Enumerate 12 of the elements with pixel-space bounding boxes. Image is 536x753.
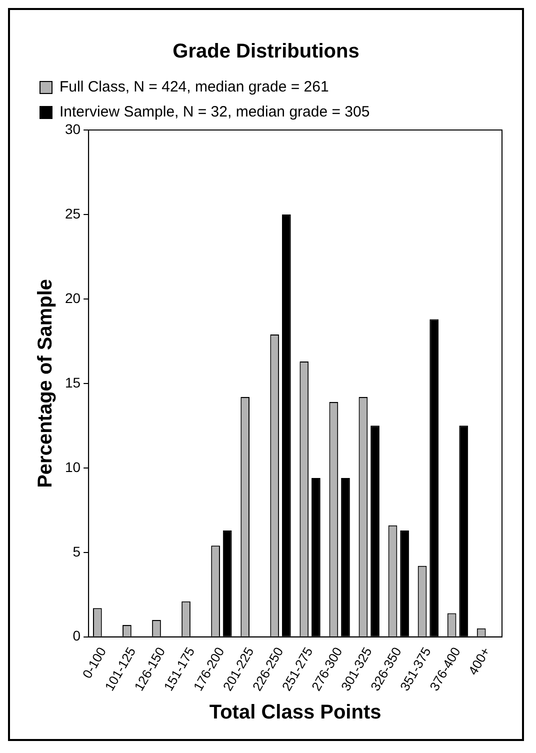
- legend-label: Full Class, N = 424, median grade = 261: [60, 78, 329, 96]
- y-tick-label: 20: [64, 290, 81, 306]
- y-tick-label: 15: [64, 374, 81, 390]
- y-tick-label: 30: [64, 120, 81, 137]
- y-tick-label: 0: [72, 628, 81, 644]
- chart-title: Grade Distributions: [172, 40, 360, 63]
- x-axis-title: Total Class Points: [209, 702, 382, 724]
- y-tick-label: 5: [72, 543, 81, 560]
- y-axis-title: Percentage of Sample: [34, 278, 57, 488]
- legend-label: Interview Sample, N = 32, median grade = 305: [60, 104, 370, 121]
- y-tick-label: 25: [64, 205, 81, 222]
- y-tick-label: 10: [64, 458, 81, 475]
